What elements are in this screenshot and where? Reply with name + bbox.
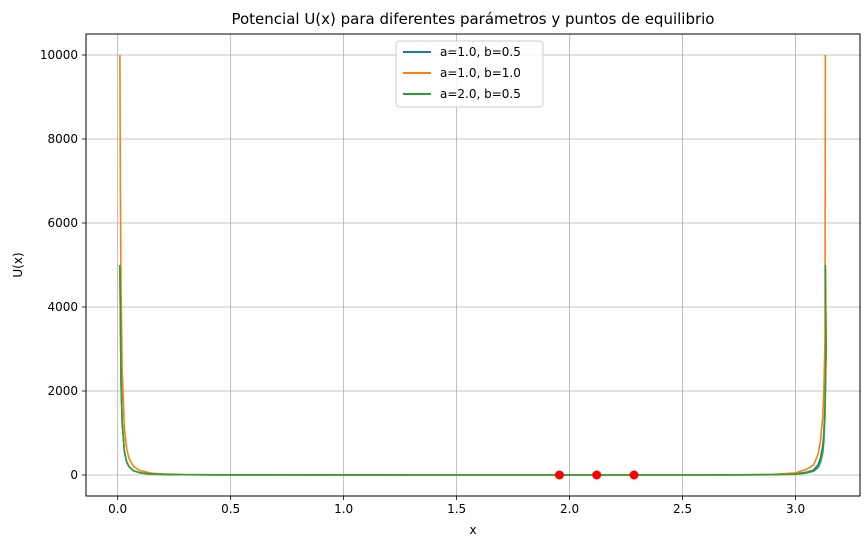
equilibrium-point [554,470,564,480]
legend-box [395,40,544,108]
plot-frame [85,33,861,497]
y-axis-ticks: 0 2000 4000 6000 8000 10000 [40,48,86,482]
legend-label-series-3: a=2.0, b=0.5 [440,87,521,101]
x-tick-label: 2.5 [673,502,692,516]
x-tick-label: 0.5 [221,502,240,516]
y-tick-label: 8000 [47,132,78,146]
legend-label-series-1: a=1.0, b=0.5 [440,45,521,59]
equilibrium-point [592,470,602,480]
chart-title: Potencial U(x) para diferentes parámetro… [231,10,714,28]
x-axis-label: x [469,523,476,537]
x-tick-label: 1.5 [447,502,466,516]
x-tick-label: 1.0 [334,502,353,516]
legend-label-series-2: a=1.0, b=1.0 [440,66,521,80]
y-tick-label: 10000 [40,48,78,62]
y-tick-label: 0 [70,468,78,482]
y-tick-label: 6000 [47,216,78,230]
x-tick-label: 0.0 [108,502,127,516]
y-tick-label: 2000 [47,384,78,398]
legend: a=1.0, b=0.5 a=1.0, b=1.0 a=2.0, b=0.5 [395,40,544,108]
y-tick-label: 4000 [47,300,78,314]
x-tick-label: 3.0 [786,502,805,516]
equilibrium-point [629,470,639,480]
equilibrium-points [554,470,639,480]
y-axis-label: U(x) [11,252,25,277]
x-axis-ticks: 0.0 0.5 1.0 1.5 2.0 2.5 3.0 [108,496,805,516]
x-tick-label: 2.0 [560,502,579,516]
series-line-3 [119,264,827,476]
